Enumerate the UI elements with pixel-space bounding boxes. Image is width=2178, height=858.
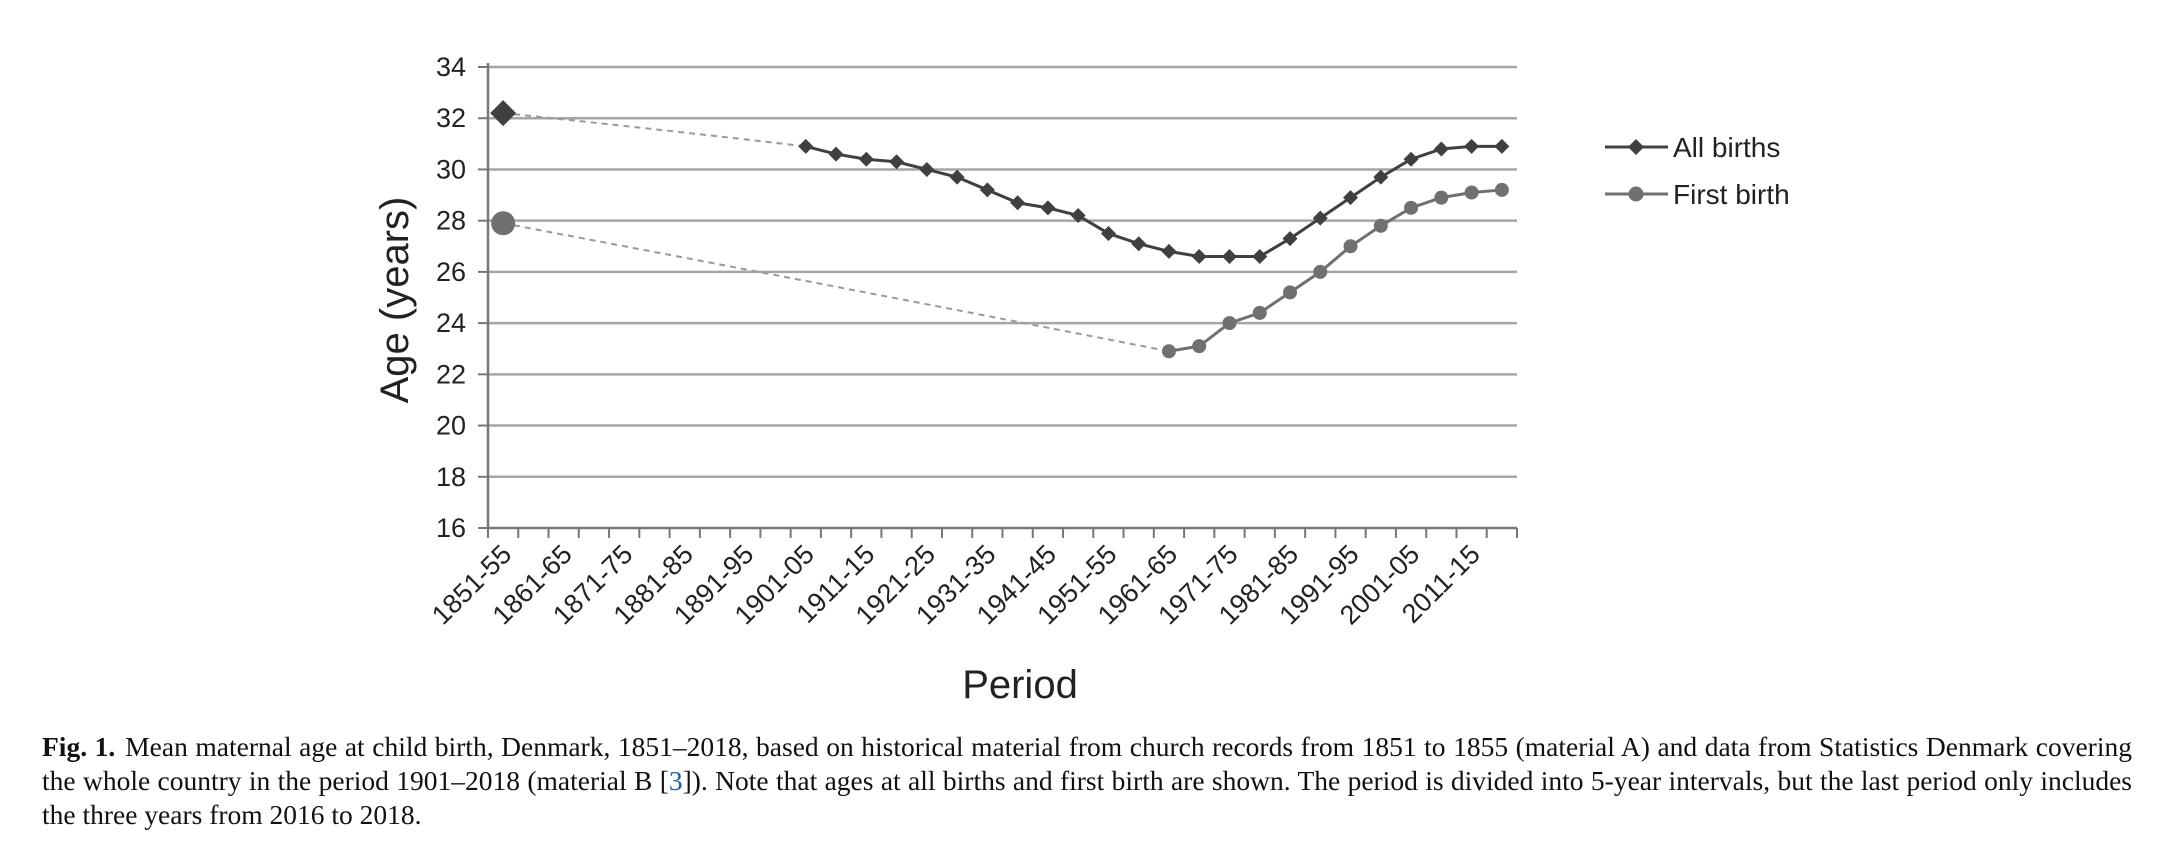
legend-item-first-birth: First birth (1605, 179, 1790, 210)
data-point-first-birth (1313, 264, 1328, 279)
x-axis-title: Period (962, 663, 1078, 707)
data-point-first-birth (1222, 316, 1237, 331)
caption-label: Fig. 1. (42, 731, 116, 762)
data-point-first-birth (491, 211, 516, 236)
caption-reference-link[interactable]: 3 (668, 765, 683, 796)
data-point-all-births (1040, 200, 1056, 216)
legend-marker-first-birth (1628, 186, 1644, 202)
data-point-first-birth (1161, 344, 1176, 359)
caption-text-end: ]). Note that ages at all births and fir… (42, 765, 2132, 830)
series-all-births (490, 100, 1510, 265)
data-point-all-births (1373, 169, 1389, 185)
data-point-all-births (490, 100, 517, 127)
dashed-connector-all-births (503, 112, 806, 148)
legend-item-all-births: All births (1605, 132, 1780, 163)
series-line-all-births (805, 144, 1502, 259)
data-point-all-births (1282, 231, 1298, 247)
caption-text-start: Mean maternal age at child birth, Denmar… (42, 731, 2132, 796)
data-point-first-birth (1404, 200, 1419, 215)
data-point-first-birth (1464, 185, 1479, 200)
material-connectors (502, 112, 1170, 353)
y-tick-label: 24 (436, 308, 466, 338)
data-point-all-births (1433, 141, 1449, 157)
legend-marker-all-births (1628, 139, 1644, 155)
data-point-all-births (1010, 195, 1026, 211)
data-point-all-births (1403, 151, 1419, 167)
data-point-all-births (828, 146, 844, 162)
data-point-first-birth (1252, 305, 1267, 320)
y-tick-label: 18 (436, 462, 466, 492)
y-tick-label: 26 (436, 257, 466, 287)
data-point-all-births (979, 182, 995, 198)
figure-caption: Fig. 1. Mean maternal age at child birth,… (42, 730, 2132, 832)
series-first-birth (491, 182, 1509, 359)
data-point-all-births (1070, 208, 1086, 224)
y-tick-label: 34 (436, 52, 466, 82)
data-point-first-birth (1283, 285, 1298, 300)
y-tick-label: 30 (436, 154, 466, 184)
y-axis-title: Age (years) (373, 197, 417, 404)
chart: 161820222426283032341851-551861-651871-7… (373, 52, 1790, 707)
data-point-first-birth (1373, 218, 1388, 233)
data-point-all-births (1312, 210, 1328, 226)
data-point-all-births (1252, 249, 1268, 265)
legend-label-first-birth: First birth (1673, 179, 1790, 210)
axes: 161820222426283032341851-551861-651871-7… (426, 52, 1518, 630)
data-point-all-births (1464, 138, 1480, 154)
data-point-first-birth (1343, 239, 1358, 254)
series-line-first-birth (1168, 188, 1502, 353)
data-point-first-birth (1494, 182, 1509, 197)
y-tick-label: 22 (436, 359, 466, 389)
series (490, 100, 1510, 359)
y-tick-label: 28 (436, 206, 466, 236)
gridlines (488, 65, 1517, 479)
data-point-all-births (1343, 190, 1359, 206)
dashed-connector-first-birth (502, 222, 1170, 353)
y-tick-label: 16 (436, 513, 466, 543)
data-point-all-births (1494, 138, 1510, 154)
data-point-all-births (798, 138, 814, 154)
y-tick-label: 20 (436, 411, 466, 441)
data-point-all-births (949, 169, 965, 185)
legend-label-all-births: All births (1673, 132, 1780, 163)
data-point-all-births (919, 161, 935, 177)
data-point-all-births (1131, 236, 1147, 252)
y-tick-label: 32 (436, 103, 466, 133)
data-point-all-births (1161, 243, 1177, 259)
data-point-all-births (1221, 249, 1237, 265)
data-point-all-births (889, 154, 905, 170)
data-point-all-births (1191, 249, 1207, 265)
data-point-first-birth (1434, 190, 1449, 205)
data-point-all-births (1100, 225, 1116, 241)
legend: All births First birth (1605, 132, 1790, 210)
data-point-first-birth (1192, 339, 1207, 354)
data-point-all-births (858, 151, 874, 167)
